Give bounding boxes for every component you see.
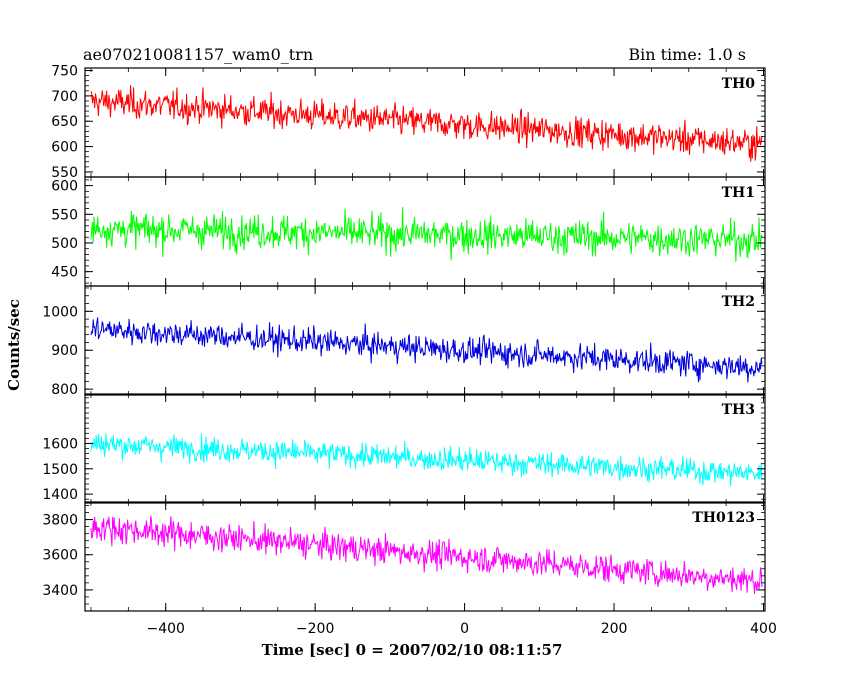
y-tick-label: 1600 xyxy=(42,436,78,452)
y-tick-label: 650 xyxy=(51,114,78,130)
y-tick-label: 550 xyxy=(51,165,78,181)
x-tick-label: −200 xyxy=(296,621,334,637)
x-axis-label: Time [sec] 0 = 2007/02/10 08:11:57 xyxy=(262,641,563,659)
panel-label-th3: TH3 xyxy=(722,402,755,418)
bin-time-label: Bin time: 1.0 s xyxy=(628,45,746,64)
panel-label-th0: TH0 xyxy=(722,76,756,92)
panel-th0: 550 600 650 700 750 TH0 xyxy=(51,64,766,181)
x-tick-label: 0 xyxy=(460,621,469,637)
x-tick-label: 400 xyxy=(750,621,777,637)
y-tick-label: 600 xyxy=(51,140,78,156)
y-tick-label: 900 xyxy=(51,343,78,359)
y-tick-label: 700 xyxy=(51,89,78,105)
chart-title: ae070210081157_wam0_trn xyxy=(83,45,313,64)
y-tick-label: 3800 xyxy=(42,513,78,529)
panel-th0123: 3400 3600 3800 TH0123 xyxy=(42,501,766,612)
y-tick-label: 800 xyxy=(51,382,78,398)
panel-frame xyxy=(84,285,766,396)
y-tick-label: 550 xyxy=(51,207,78,223)
panel-label-th1: TH1 xyxy=(722,185,755,201)
y-tick-label: 500 xyxy=(51,236,78,252)
x-tick-label: −400 xyxy=(146,621,184,637)
y-tick-label: 1500 xyxy=(42,462,78,478)
series-line-th0 xyxy=(90,85,763,162)
series-line-th3 xyxy=(90,433,763,487)
x-tick-label: 200 xyxy=(601,621,628,637)
panel-label-th2: TH2 xyxy=(722,294,755,310)
y-tick-label: 3400 xyxy=(42,583,78,599)
panel-frame xyxy=(84,501,766,612)
y-tick-label: 450 xyxy=(51,265,78,281)
series-line-th0123 xyxy=(90,515,763,594)
panel-th2: 800 900 1000 TH2 xyxy=(42,285,766,398)
panel-label-th0123: TH0123 xyxy=(692,510,755,526)
y-axis-label: Counts/sec xyxy=(5,299,23,391)
y-tick-label: 750 xyxy=(51,64,78,80)
panel-th1: 450 500 550 600 TH1 xyxy=(51,176,766,287)
y-tick-label: 1400 xyxy=(42,487,78,503)
series-line-th1 xyxy=(90,207,763,262)
y-tick-label: 600 xyxy=(51,179,78,195)
panel-th3: 1400 1500 1600 TH3 xyxy=(42,393,766,504)
y-tick-label: 1000 xyxy=(42,304,78,320)
y-tick-label: 3600 xyxy=(42,548,78,564)
series-line-th2 xyxy=(90,317,763,383)
